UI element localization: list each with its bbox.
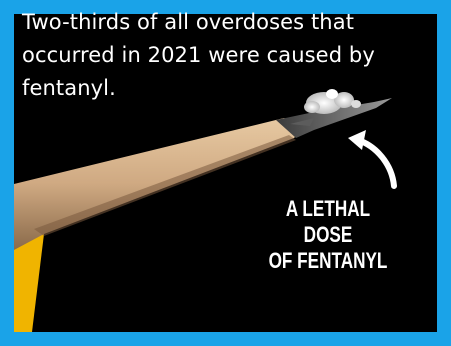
dose-label-line-2: OF FENTANYL: [268, 248, 388, 273]
curved-arrow-icon: [348, 130, 397, 189]
dose-label-line-1: A LETHAL DOSE: [285, 196, 371, 247]
pencil-illustration: [14, 89, 397, 332]
fentanyl-powder: [304, 89, 361, 114]
dose-label: A LETHAL DOSE OF FENTANYL: [266, 196, 391, 274]
pencil-lead: [276, 98, 392, 138]
photo-panel: [14, 14, 437, 332]
pencil-paint: [14, 234, 44, 332]
caption-text: Two-thirds of all overdoses that occurre…: [22, 10, 375, 100]
